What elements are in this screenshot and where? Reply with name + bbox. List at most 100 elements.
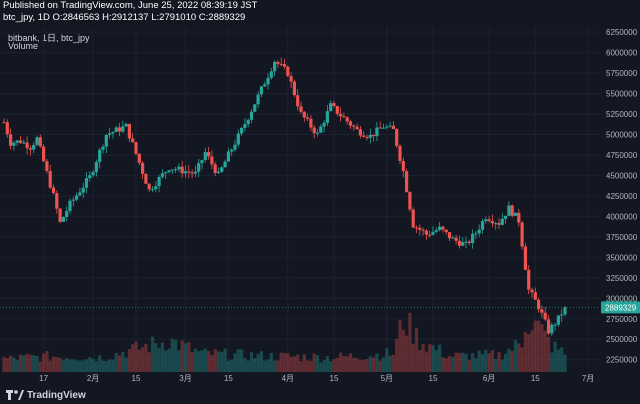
volume-bar (114, 352, 118, 372)
candle-body (81, 187, 85, 193)
volume-bar (550, 352, 554, 372)
candle-body (335, 106, 339, 114)
volume-bar (266, 359, 270, 372)
volume-bar (203, 348, 207, 372)
candle-body (38, 137, 42, 147)
candle-body (58, 208, 62, 222)
candle-body (256, 94, 260, 105)
volume-bar (342, 356, 346, 372)
volume-bar (94, 361, 98, 372)
candle-body (484, 219, 488, 222)
volume-bar (263, 360, 267, 372)
volume-bar (65, 358, 69, 372)
candle-body (368, 134, 372, 138)
candle-body (563, 307, 567, 315)
price-chart[interactable]: 2250000 2500000 2750000 3000000 3250000 35000… (0, 0, 640, 386)
x-tick-label: 15 (531, 374, 540, 383)
volume-bar (388, 355, 392, 372)
volume-bar (150, 336, 155, 372)
candle-body (246, 119, 250, 125)
volume-bar (71, 359, 75, 372)
volume-bar (434, 350, 438, 372)
volume-bar (352, 357, 356, 372)
volume-bar (12, 357, 16, 372)
volume-bar (28, 354, 32, 372)
candle-body (292, 81, 296, 96)
symbol-legend[interactable]: bitbank, 1日, btc_jpy (8, 33, 90, 43)
candle-body (230, 149, 234, 152)
candle-body (170, 169, 174, 171)
volume-bar (395, 338, 399, 372)
candle-body (48, 170, 52, 188)
volume-bar (279, 352, 283, 372)
volume-bar (127, 348, 131, 372)
candle-body (203, 152, 207, 161)
volume-bar (368, 356, 372, 372)
volume-bar (101, 360, 105, 372)
candle-body (375, 127, 379, 137)
candle-body (61, 217, 65, 222)
volume-bar (2, 356, 6, 372)
volume-bar (108, 359, 112, 372)
candle-body (180, 166, 184, 174)
candle-body (464, 241, 468, 243)
volume-bar (276, 360, 280, 372)
candle-body (65, 211, 69, 218)
volume-bar (348, 353, 353, 372)
volume-bar (68, 359, 72, 372)
candle-body (111, 131, 115, 134)
candle-body (299, 106, 303, 112)
tradingview-logo[interactable]: TradingView (6, 389, 86, 401)
volume-bar (223, 348, 227, 372)
candle-body (381, 127, 386, 129)
volume-bar (134, 341, 138, 372)
x-tick-label: 15 (330, 374, 339, 383)
volume-bar (207, 350, 211, 372)
volume-bar (408, 312, 412, 372)
candle-body (35, 137, 39, 145)
candle-body (398, 145, 402, 161)
candle-body (457, 240, 461, 246)
volume-bar (438, 344, 442, 372)
candle-body (477, 229, 481, 234)
volume-bar (117, 355, 122, 372)
candle-body (414, 227, 419, 229)
volume-bar (332, 359, 336, 372)
candle-body (315, 132, 320, 134)
candle-body (391, 125, 395, 130)
volume-bar (391, 354, 395, 372)
candle-body (332, 103, 336, 107)
candle-body (127, 123, 131, 139)
candle-body (210, 156, 214, 165)
volume-legend[interactable]: Volume (8, 41, 39, 51)
candle-body (540, 309, 544, 313)
last-price-label: 2889329 (605, 303, 637, 312)
y-tick-label: 3000000 (606, 294, 638, 303)
candle-body (527, 269, 531, 290)
candle-body (233, 144, 237, 150)
candle-body (177, 166, 181, 170)
volume-bar (362, 359, 366, 372)
volume-bar (9, 355, 13, 372)
volume-bar (190, 351, 194, 372)
last-price-tag (601, 301, 640, 314)
candle-body (236, 133, 240, 145)
volume-bar (500, 359, 504, 372)
candle-body (144, 173, 148, 184)
volume-bar (517, 343, 521, 372)
candle-body (25, 142, 29, 149)
volume-bar (243, 358, 247, 372)
volume-bar (91, 358, 95, 372)
volume-bar (147, 352, 151, 372)
candle-body (408, 192, 412, 210)
candle-body (467, 241, 471, 243)
volume-bar (48, 360, 52, 372)
candle-body (418, 227, 422, 230)
candle-body (510, 205, 514, 216)
candle-body (461, 242, 465, 246)
x-tick-label: 15 (429, 374, 438, 383)
candle-body (137, 153, 141, 163)
candle-body (263, 84, 267, 87)
volume-bar (299, 361, 303, 372)
volume-bar (421, 343, 425, 372)
